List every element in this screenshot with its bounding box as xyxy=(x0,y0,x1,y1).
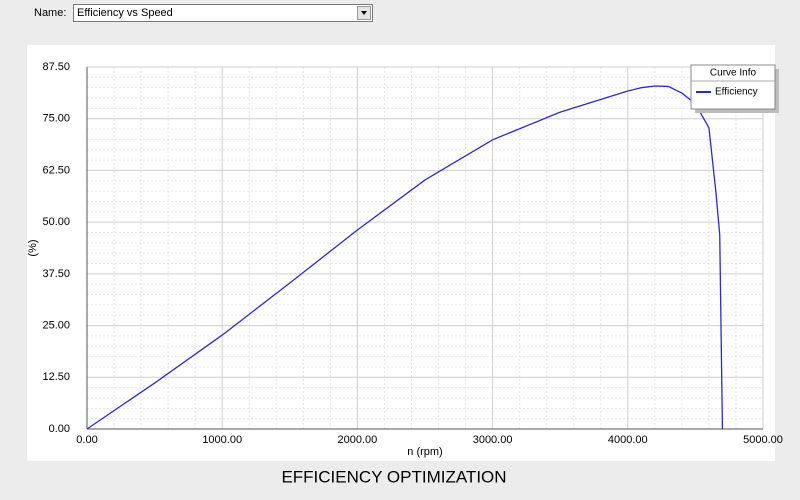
y-tick-label: 0.00 xyxy=(49,423,70,435)
x-tick-label: 3000.00 xyxy=(473,434,513,446)
legend-title: Curve Info xyxy=(710,68,757,79)
toolbar: Name: Efficiency vs Speed xyxy=(0,0,800,30)
y-tick-label: 87.50 xyxy=(42,61,70,73)
caption: EFFICIENCY OPTIMIZATION xyxy=(281,467,506,486)
x-tick-label: 0.00 xyxy=(76,434,97,446)
plot-select[interactable]: Efficiency vs Speed xyxy=(73,4,373,22)
y-axis-label: (%) xyxy=(27,239,39,256)
y-tick-label: 25.00 xyxy=(42,319,70,331)
x-tick-label: 5000.00 xyxy=(743,434,783,446)
name-label: Name: xyxy=(34,7,67,19)
y-tick-label: 12.50 xyxy=(42,371,70,383)
legend-box xyxy=(690,64,776,110)
y-tick-label: 37.50 xyxy=(42,268,70,280)
legend-label: Efficiency xyxy=(715,87,758,98)
dropdown-arrow[interactable] xyxy=(357,6,371,20)
x-tick-label: 1000.00 xyxy=(202,434,242,446)
selected-plot: Efficiency vs Speed xyxy=(77,7,173,19)
x-tick-label: 2000.00 xyxy=(338,434,378,446)
x-axis-label: n (rpm) xyxy=(407,446,442,458)
x-tick-label: 4000.00 xyxy=(608,434,648,446)
y-tick-label: 62.50 xyxy=(42,164,70,176)
y-tick-label: 75.00 xyxy=(42,113,70,125)
y-tick-label: 50.00 xyxy=(42,216,70,228)
data-line xyxy=(86,85,724,430)
